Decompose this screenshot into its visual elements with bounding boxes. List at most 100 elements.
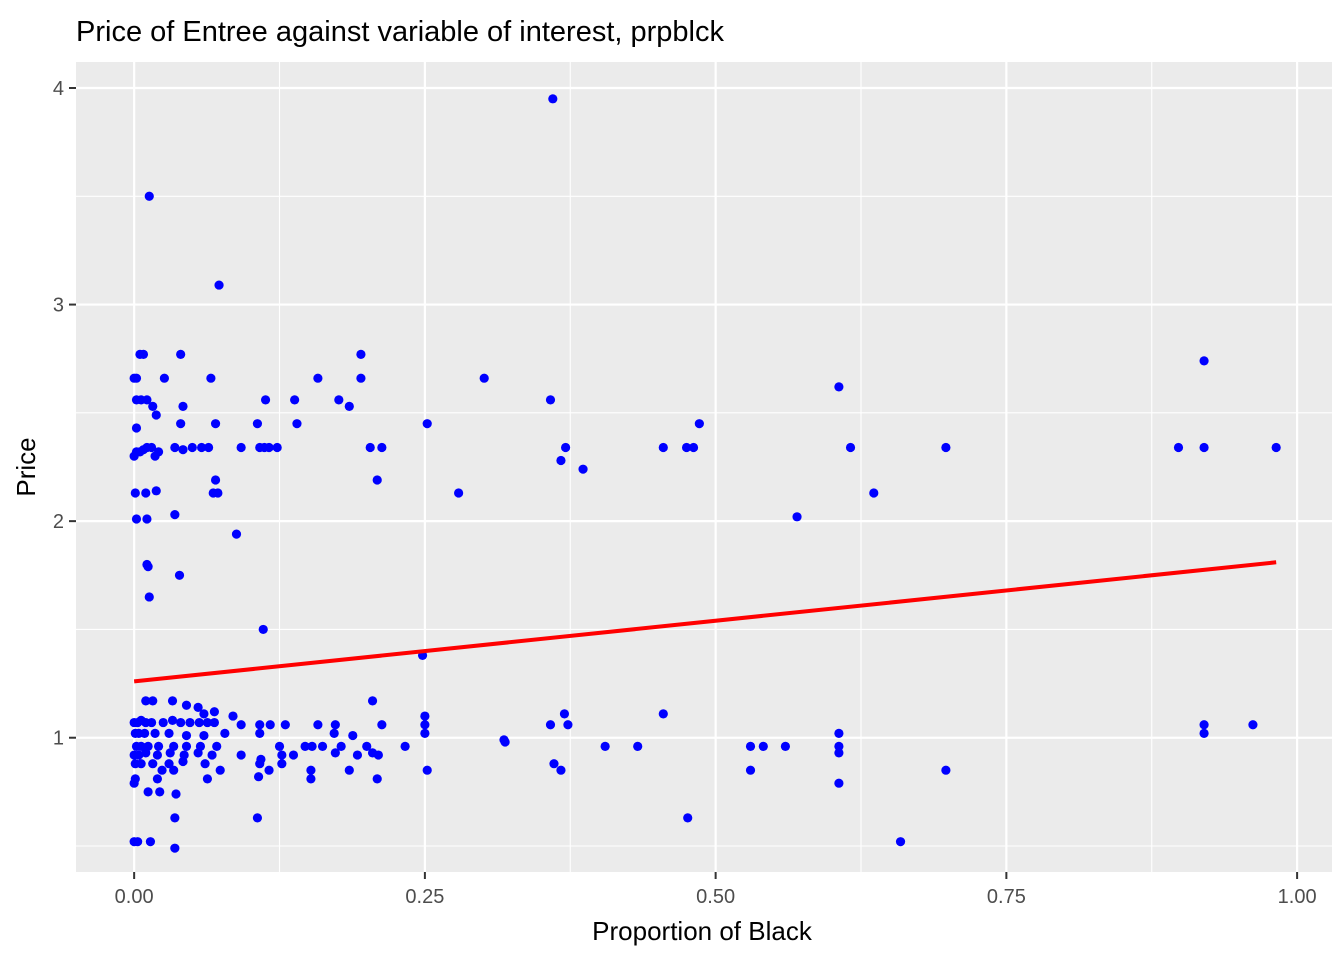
data-points [129,94,1281,853]
data-point [252,419,263,429]
data-point [203,442,214,453]
data-point [344,401,354,411]
data-point [202,774,213,784]
data-point [170,813,180,823]
data-point [1199,728,1209,738]
data-point [313,720,323,730]
data-point [144,592,154,602]
data-point [1199,720,1209,730]
data-point [422,419,432,429]
data-point [252,813,263,823]
data-point [185,717,195,728]
data-point [176,717,186,728]
data-point [274,741,285,751]
data-point [178,756,188,767]
data-point [306,765,316,775]
data-point [136,741,146,751]
data-point [277,759,287,769]
data-point [400,741,410,751]
data-point [373,750,383,760]
data-point [329,728,339,738]
data-point [545,395,556,405]
data-point [140,728,150,738]
data-point [454,488,464,498]
data-point [352,750,363,760]
x-axis-label: Proportion of Black [592,916,813,946]
data-point [420,711,430,721]
data-point [280,720,290,730]
data-point [420,728,430,738]
data-point [194,717,204,728]
data-point [548,94,558,104]
data-point [300,741,310,751]
data-point [758,741,768,751]
data-point [167,696,178,706]
data-point [500,737,510,747]
data-point [420,720,430,730]
data-point [228,711,238,721]
data-point [134,750,144,760]
data-point [941,765,951,775]
data-point [633,741,643,751]
data-point [151,410,161,420]
data-point [146,717,157,728]
data-point [181,730,192,741]
data-point [130,488,140,498]
data-point [142,395,152,405]
x-axis-ticks: 0.00 0.25 0.50 0.75 1.00 [115,872,1317,908]
data-point [330,720,340,730]
data-point [745,741,756,751]
data-point [344,765,354,775]
major-gridlines [76,62,1332,872]
data-point [212,741,222,751]
data-point [193,748,203,758]
data-point [255,759,265,769]
data-point [422,765,432,775]
data-point [1173,442,1184,453]
data-point [181,741,192,751]
data-point [334,395,344,405]
data-point [209,717,219,728]
data-point [834,741,844,751]
data-point [1271,442,1281,453]
data-point [214,280,224,290]
data-point [150,451,160,461]
data-point [199,709,209,719]
data-point [941,442,951,453]
data-point [290,395,300,405]
data-point [288,750,299,760]
data-point [231,529,242,539]
data-point [141,488,151,498]
data-point [176,419,186,429]
data-point [1199,442,1209,453]
data-point [236,442,246,453]
data-point [377,442,387,453]
data-point [365,442,375,453]
y-tick-label: 4 [53,78,64,100]
data-point [356,349,366,359]
data-point [264,765,274,775]
data-point [556,765,566,775]
data-point [207,750,217,760]
data-point [834,748,844,758]
data-point [563,720,573,730]
data-point [209,707,219,717]
data-point [253,772,264,782]
data-point [151,486,161,496]
data-point [148,696,158,706]
data-point [264,442,274,453]
data-point [197,442,207,453]
data-point [330,748,340,758]
data-point [176,349,186,359]
data-point [164,728,174,738]
data-point [170,843,180,853]
data-point [600,741,610,751]
data-point [658,709,668,719]
data-point [1199,356,1209,366]
data-point [153,741,164,751]
data-point [694,419,704,429]
data-point [152,750,163,760]
data-point [167,715,178,725]
data-point [277,750,287,760]
